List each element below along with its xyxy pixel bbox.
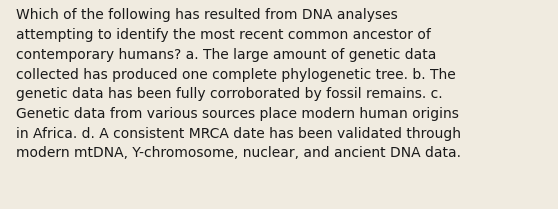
- Text: Which of the following has resulted from DNA analyses
attempting to identify the: Which of the following has resulted from…: [16, 8, 460, 160]
